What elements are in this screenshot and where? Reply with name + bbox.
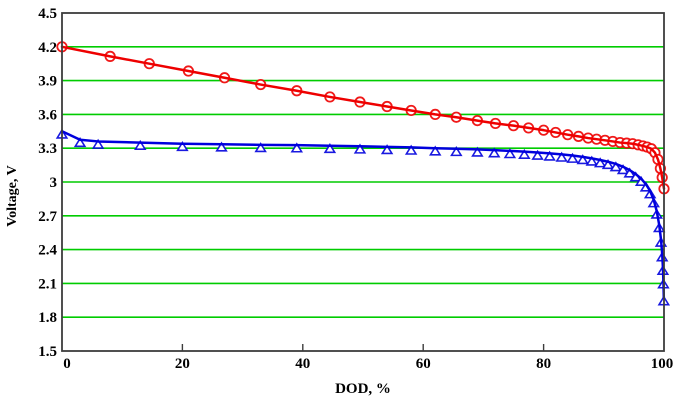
triangle-marker bbox=[585, 155, 598, 166]
triangle-marker bbox=[543, 150, 556, 161]
triangle-marker bbox=[323, 142, 337, 154]
y-axis-title: Voltage, V bbox=[5, 165, 20, 227]
triangle-marker bbox=[593, 157, 607, 168]
triangle-marker bbox=[380, 144, 394, 155]
x-axis-title: DOD, % bbox=[335, 381, 391, 397]
y-tick-label: 4.2 bbox=[38, 40, 57, 56]
blue-discharge-curve-line bbox=[60, 130, 666, 300]
triangle-marker bbox=[134, 139, 147, 150]
triangle-marker bbox=[429, 145, 442, 156]
triangle-marker bbox=[290, 142, 304, 153]
triangle-marker bbox=[566, 152, 579, 163]
y-tick-label: 2.1 bbox=[38, 276, 57, 292]
x-tick-label: 60 bbox=[416, 356, 431, 372]
triangle-marker bbox=[215, 141, 228, 152]
plot-border bbox=[61, 12, 665, 352]
triangle-marker bbox=[404, 144, 418, 155]
x-tick-label: 20 bbox=[175, 356, 190, 372]
triangle-marker bbox=[73, 137, 87, 148]
triangle-marker bbox=[488, 147, 501, 158]
triangle-marker bbox=[176, 140, 189, 152]
y-tick-label: 2.7 bbox=[38, 209, 57, 225]
y-tick-label: 3.3 bbox=[38, 141, 57, 157]
y-tick-label: 1.8 bbox=[38, 310, 57, 326]
triangle-marker bbox=[518, 148, 531, 159]
x-tick-label: 80 bbox=[536, 356, 551, 372]
triangle-marker bbox=[503, 148, 517, 159]
red-discharge-curve-line bbox=[60, 45, 666, 191]
triangle-marker bbox=[616, 164, 630, 175]
y-tick-label: 3.6 bbox=[38, 107, 57, 123]
x-tick-label: 0 bbox=[63, 356, 71, 372]
y-tick-label: 3.9 bbox=[38, 74, 57, 90]
y-tick-label: 3 bbox=[50, 175, 58, 191]
x-tick-label: 100 bbox=[651, 356, 674, 372]
triangle-marker bbox=[576, 154, 589, 165]
triangle-marker bbox=[353, 143, 367, 154]
triangle-marker bbox=[91, 138, 105, 149]
triangle-marker bbox=[471, 146, 484, 157]
y-tick-label: 2.4 bbox=[38, 243, 57, 259]
x-tick-label: 40 bbox=[295, 356, 310, 372]
triangle-marker bbox=[555, 151, 568, 162]
y-tick-label: 1.5 bbox=[38, 344, 57, 360]
triangle-marker bbox=[609, 161, 623, 172]
triangle-marker bbox=[254, 142, 267, 153]
triangle-marker bbox=[450, 146, 463, 157]
y-tick-label: 4.5 bbox=[38, 6, 57, 22]
triangle-marker bbox=[601, 158, 615, 170]
triangle-marker bbox=[531, 149, 544, 160]
